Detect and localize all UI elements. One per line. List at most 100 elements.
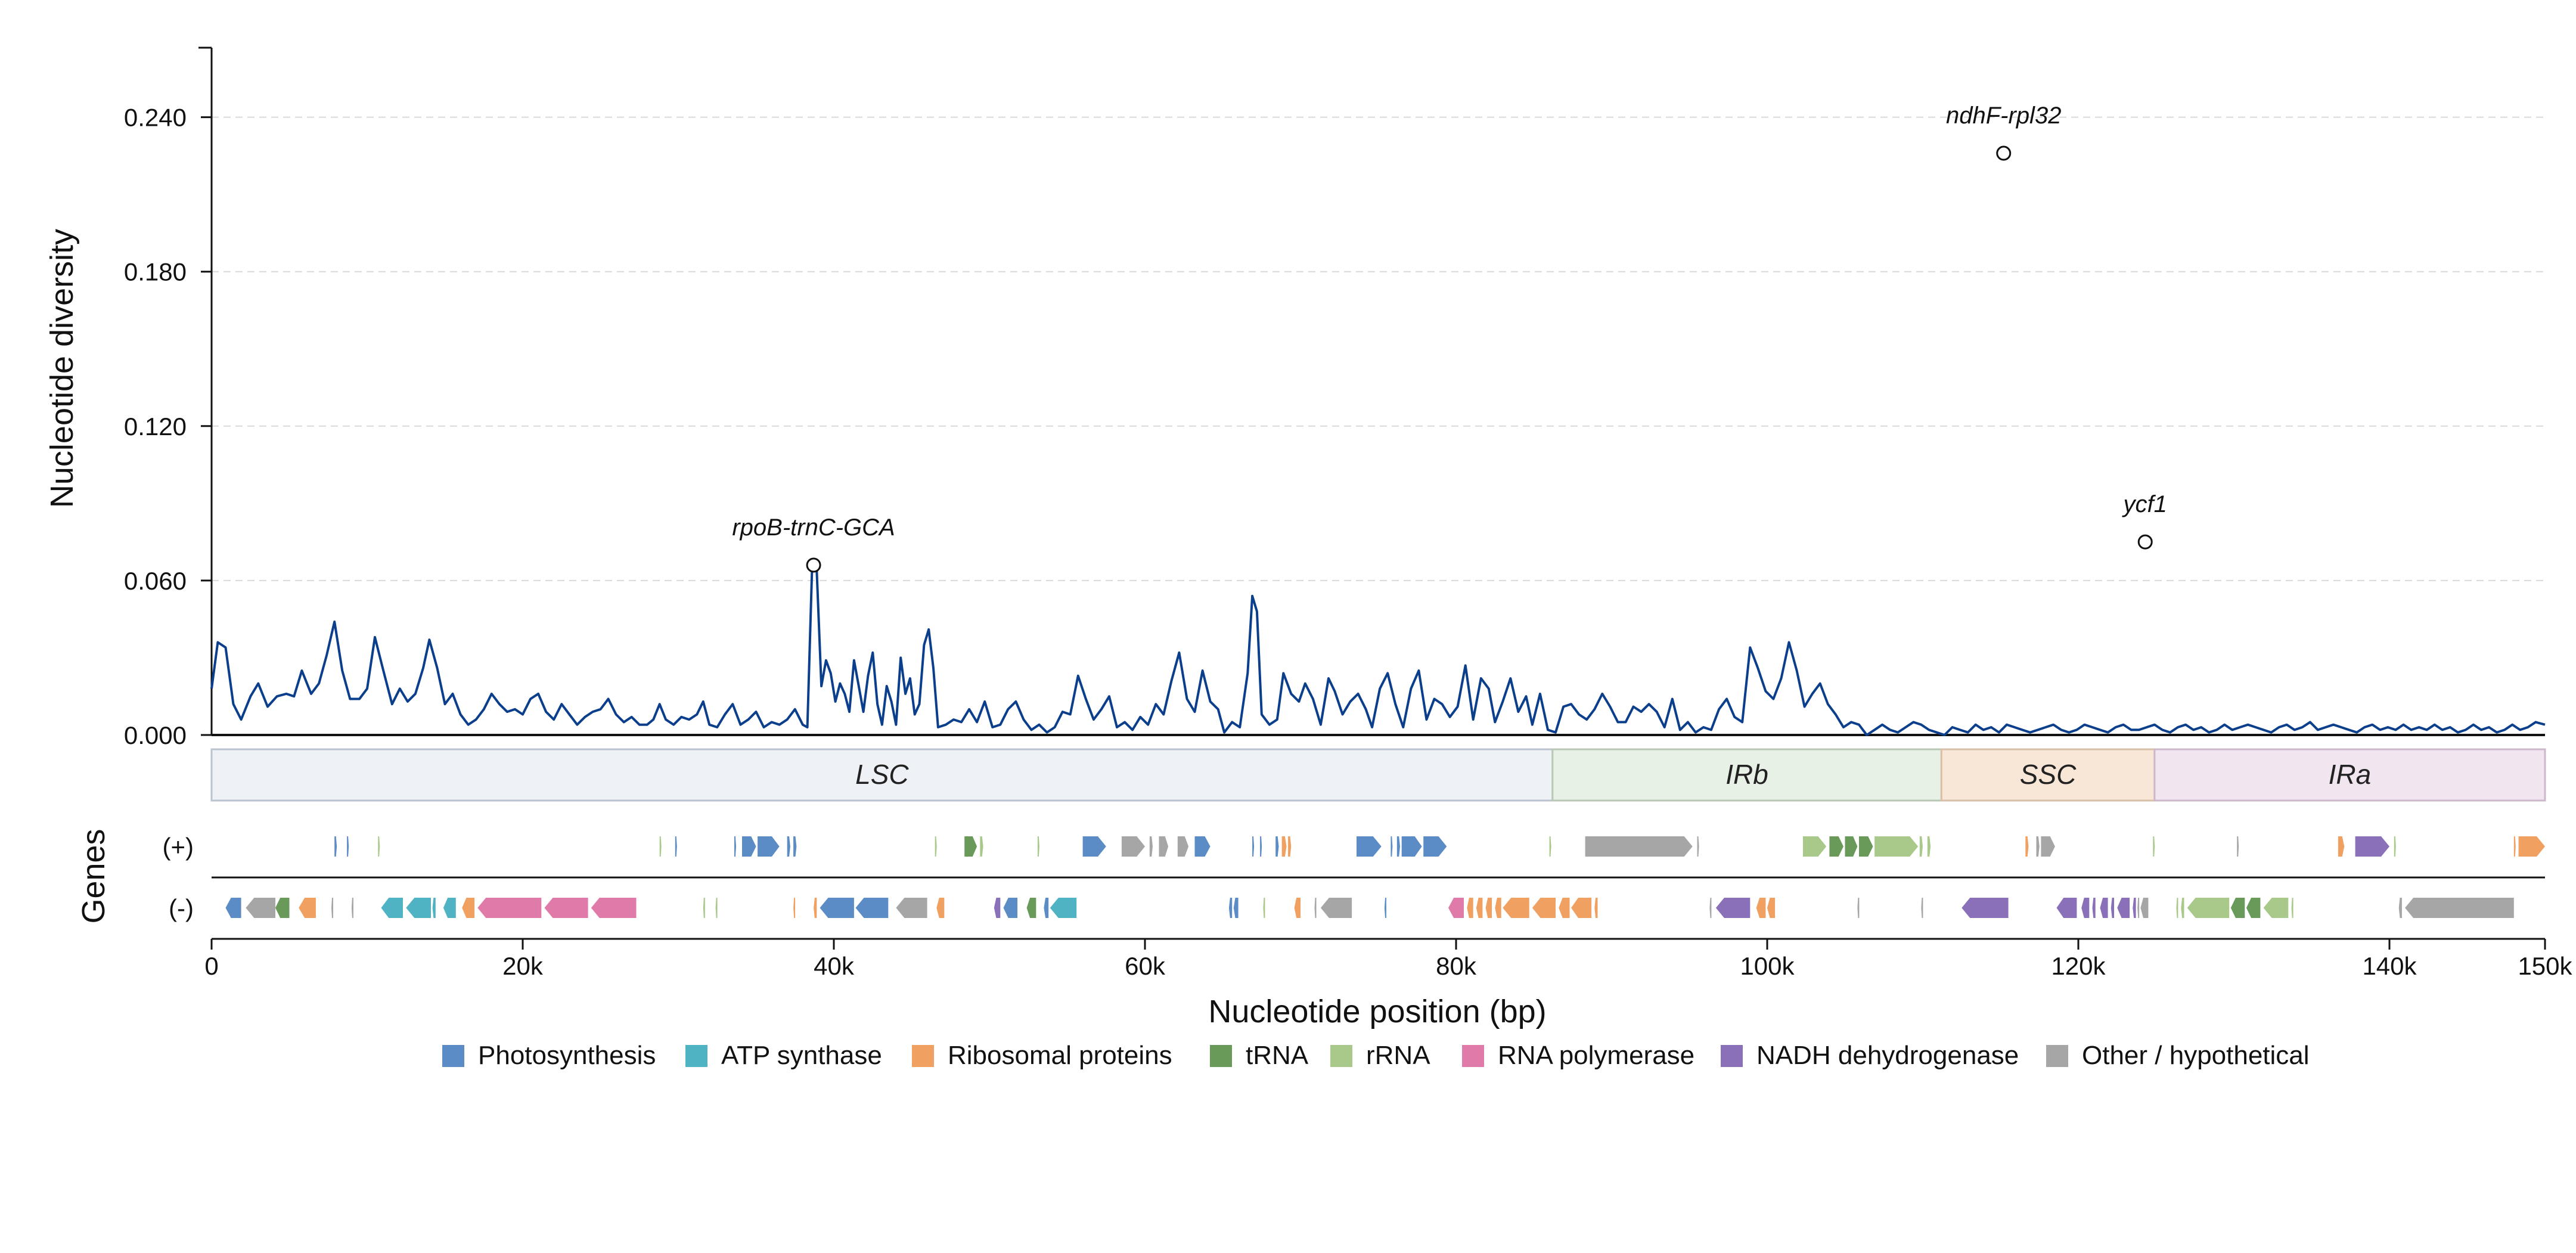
peak-annotations: rpoB-trnC-GCA ndhF-rpl32 ycf1 <box>732 103 2167 573</box>
region-label: LSC <box>855 759 909 790</box>
gene-plus <box>964 836 977 857</box>
gene-minus <box>1003 898 1017 918</box>
gene-minus <box>2291 898 2293 918</box>
legend-label: RNA polymerase <box>1498 1041 1694 1070</box>
region-band <box>210 748 1554 802</box>
legend-swatch <box>2046 1045 2068 1067</box>
y-tick-label: 0.000 <box>124 721 187 749</box>
legend-label: ATP synthase <box>721 1041 882 1070</box>
region-label: IRb <box>1725 759 1768 790</box>
gene-plus <box>2394 836 2396 857</box>
gene-minus <box>1448 898 1464 918</box>
gene-plus <box>1288 836 1292 857</box>
gene-plus <box>2153 836 2155 857</box>
gene-plus <box>1037 836 1039 857</box>
gene-plus <box>1549 836 1551 857</box>
gene-plus <box>1391 836 1393 857</box>
gene-plus <box>2237 836 2239 857</box>
gene-minus <box>2181 898 2184 918</box>
gene-minus <box>299 898 316 918</box>
gene-plus <box>1423 836 1447 857</box>
gene-minus <box>2398 898 2402 918</box>
gene-minus <box>1857 898 1860 918</box>
gene-minus <box>2263 898 2289 918</box>
gene-minus <box>994 898 1001 918</box>
legend-swatch <box>912 1045 934 1067</box>
y-tick-label: 0.060 <box>124 567 187 595</box>
gene-minus <box>2137 898 2140 918</box>
gene-minus <box>1485 898 1492 918</box>
gene-tracks: (+) (-) <box>163 833 2545 922</box>
gene-minus <box>715 898 718 918</box>
y-axis-title: Nucleotide diversity <box>44 229 80 508</box>
legend-swatch <box>1210 1045 1232 1067</box>
peak-label: rpoB-trnC-GCA <box>732 514 895 541</box>
gene-plus <box>1927 836 1931 857</box>
x-tick-label: 100k <box>1740 952 1795 980</box>
gene-minus <box>1476 898 1483 918</box>
peak-marker <box>1996 145 2012 161</box>
genome-regions: LSC IRb SSC IRa <box>210 748 2546 802</box>
gene-plus <box>935 836 937 857</box>
gene-minus <box>1320 898 1352 918</box>
gene-minus <box>936 898 945 918</box>
gene-minus <box>2056 898 2077 918</box>
gene-plus <box>1919 836 1923 857</box>
gene-minus <box>1532 898 1556 918</box>
gene-minus <box>1767 898 1776 918</box>
gene-plus <box>1697 836 1699 857</box>
gene-minus <box>1314 898 1317 918</box>
gene-minus <box>2100 898 2108 918</box>
gene-plus <box>1874 836 1919 857</box>
gene-plus <box>2513 836 2516 857</box>
peak-label: ndhF-rpl32 <box>1946 103 2061 129</box>
x-tick-label: 60k <box>1125 952 1166 980</box>
gene-minus <box>591 898 637 918</box>
x-tick-label: 0 <box>204 952 218 980</box>
y-tick-label: 0.180 <box>124 258 187 286</box>
gene-plus <box>378 836 380 857</box>
gene-minus <box>1715 898 1751 918</box>
gene-plus <box>1845 836 1858 857</box>
gene-plus <box>1159 836 1169 857</box>
gene-plus <box>2025 836 2029 857</box>
gene-plus <box>2036 836 2040 857</box>
gene-minus <box>477 898 542 918</box>
gene-plus <box>1252 836 1255 857</box>
gene-plus <box>1177 836 1189 857</box>
legend: Photosynthesis ATP synthase Ribosomal prot… <box>442 1041 2310 1070</box>
gene-minus <box>1044 898 1049 918</box>
gene-plus <box>334 836 337 857</box>
legend-label: NADH dehydrogenase <box>1756 1041 2019 1070</box>
gene-plus <box>1829 836 1843 857</box>
legend-swatch <box>685 1045 707 1067</box>
gene-minus <box>2176 898 2178 918</box>
x-axis: 0 20k 40k 60k 80k 100k 120k 140k 150k <box>204 938 2573 980</box>
gene-minus <box>2092 898 2096 918</box>
x-axis-title: Nucleotide position (bp) <box>1208 994 1546 1029</box>
y-axis: 0.000 0.060 0.120 0.180 0.240 <box>124 46 2545 749</box>
gene-plus <box>1859 836 1873 857</box>
minus-strand-label: (-) <box>169 894 194 922</box>
gene-minus <box>1709 898 1712 918</box>
gridlines <box>212 116 2545 581</box>
gene-plus <box>1585 836 1693 857</box>
gene-minus <box>1384 898 1386 918</box>
peak-marker <box>2137 534 2153 550</box>
legend-label: rRNA <box>1366 1041 1430 1070</box>
gene-minus <box>1050 898 1077 918</box>
gene-minus <box>793 898 796 918</box>
gene-plus <box>1803 836 1827 857</box>
gene-minus <box>2081 898 2090 918</box>
gene-minus <box>331 898 333 918</box>
gene-minus <box>820 898 854 918</box>
genes-track-title: Genes <box>76 829 111 923</box>
gene-minus <box>855 898 889 918</box>
gene-minus <box>1503 898 1529 918</box>
gene-minus <box>1559 898 1570 918</box>
legend-label: Ribosomal proteins <box>948 1041 1172 1070</box>
gene-plus <box>1357 836 1382 857</box>
gene-minus <box>2405 898 2514 918</box>
gene-minus <box>1962 898 2009 918</box>
